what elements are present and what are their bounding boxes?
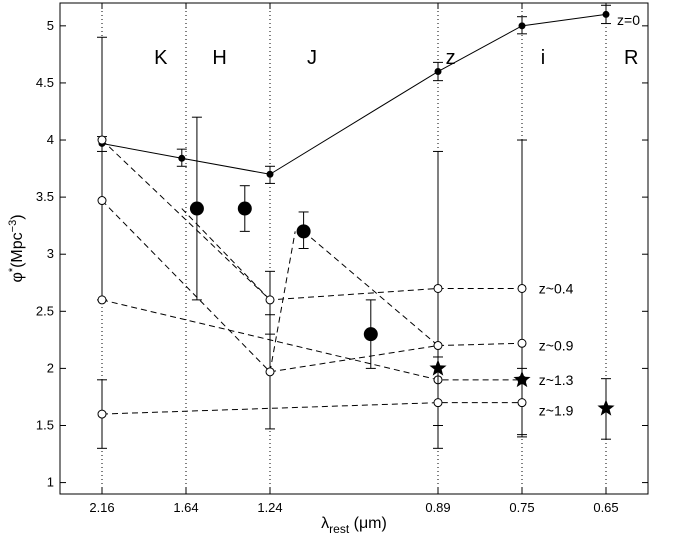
series-label: z~1.3 <box>539 372 574 388</box>
star-point <box>513 370 531 388</box>
x-tick-label: 2.16 <box>89 500 114 515</box>
y-tick-label: 1.5 <box>36 417 54 432</box>
y-tick-label: 3 <box>47 246 54 261</box>
data-point <box>97 295 107 305</box>
band-label: J <box>307 47 317 69</box>
data-point <box>434 68 442 76</box>
series-label: z=0 <box>617 12 640 28</box>
x-tick-label: 1.24 <box>257 500 282 515</box>
connector-line <box>181 208 271 301</box>
data-point <box>266 170 274 178</box>
large-data-point <box>296 224 311 239</box>
band-label: H <box>212 47 226 69</box>
y-tick-label: 4 <box>47 132 54 147</box>
data-point <box>433 341 443 351</box>
star-point <box>597 399 615 416</box>
y-tick-label: 4.5 <box>36 75 54 90</box>
large-data-point <box>363 327 378 342</box>
connector-line <box>269 231 296 372</box>
series-label: z~0.4 <box>539 280 574 296</box>
data-point <box>517 283 527 293</box>
y-tick-label: 5 <box>47 18 54 33</box>
data-point <box>517 338 527 348</box>
data-point <box>517 398 527 408</box>
data-point <box>602 10 610 18</box>
data-point <box>97 135 107 145</box>
star-point <box>429 359 447 376</box>
band-label: K <box>154 47 168 69</box>
band-label: z <box>446 47 456 69</box>
plot-area: 1 1.5 2 2.5 3 3.5 4 4.5 5 2.16 1.64 1.24 0.89 0.75 0.6… <box>7 2 649 536</box>
x-tick-label: 0.65 <box>593 500 618 515</box>
y-tick-label: 2.5 <box>36 303 54 318</box>
x-axis-title: λrest (μm) <box>321 515 387 536</box>
x-tick-label: 1.64 <box>173 500 198 515</box>
series-line <box>101 139 522 301</box>
y-tick-label: 1 <box>47 475 54 490</box>
x-tick-label: 0.75 <box>509 500 534 515</box>
data-point <box>178 154 186 162</box>
series-line <box>101 13 607 175</box>
series-label: z~1.9 <box>539 403 574 419</box>
series-label: z~0.9 <box>539 338 574 354</box>
data-point <box>518 22 526 30</box>
plot-frame <box>59 2 649 495</box>
band-label: R <box>624 47 638 69</box>
data-point <box>265 367 275 377</box>
data-point <box>97 409 107 419</box>
band-label: i <box>541 47 545 69</box>
x-tick-label: 0.89 <box>425 500 450 515</box>
y-tick-label: 3.5 <box>36 189 54 204</box>
data-point <box>433 283 443 293</box>
y-axis-title: φ*(Mpc−3) <box>7 214 26 282</box>
y-tick-label: 2 <box>47 360 54 375</box>
data-point <box>97 196 107 206</box>
series-line <box>101 200 523 373</box>
large-data-point <box>237 201 252 216</box>
data-point <box>433 398 443 408</box>
data-point <box>265 295 275 305</box>
series-line <box>101 402 522 415</box>
series-line <box>101 299 522 381</box>
large-data-point <box>189 201 204 216</box>
